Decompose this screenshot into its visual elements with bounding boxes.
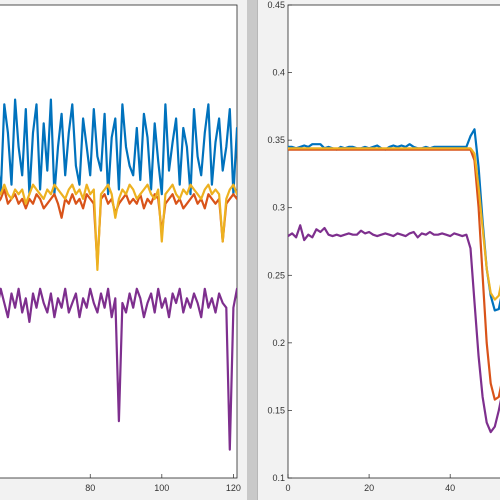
x-tick-label: 120: [226, 483, 241, 493]
y-tick-label: 0.45: [267, 0, 285, 10]
axes-frame: [287, 4, 500, 479]
x-tick-label: 0: [285, 483, 290, 493]
x-tick-label: 20: [364, 483, 374, 493]
series-line-1: [0, 98, 237, 196]
window-divider: [247, 0, 257, 500]
x-tick-label: 40: [445, 483, 455, 493]
y-tick-label: 0.15: [267, 405, 285, 415]
x-tick-label: 80: [85, 483, 95, 493]
series-line-4: [0, 287, 237, 451]
y-tick-label: 0.1: [272, 473, 285, 483]
y-tick-label: 0.25: [267, 270, 285, 280]
right-chart: 0 20 40 0.1 0.15 0.2 0.25 0.3 0.35 0.4 0.45: [267, 0, 500, 493]
left-figure-window: 80 100 120: [0, 0, 248, 500]
y-tick-label: 0.3: [272, 203, 285, 213]
y-tick-label: 0.35: [267, 135, 285, 145]
left-chart: 80 100 120: [0, 4, 241, 493]
series-line-2: [288, 148, 500, 401]
x-tick-label: 100: [154, 483, 169, 493]
y-tick-label: 0.2: [272, 338, 285, 348]
series-line-3: [0, 183, 237, 271]
series-line-3: [288, 147, 500, 301]
right-figure-window: 0 20 40 0.1 0.15 0.2 0.25 0.3 0.35 0.4 0.45: [257, 0, 500, 500]
series-line-4: [288, 224, 500, 434]
y-tick-label: 0.4: [272, 68, 285, 78]
